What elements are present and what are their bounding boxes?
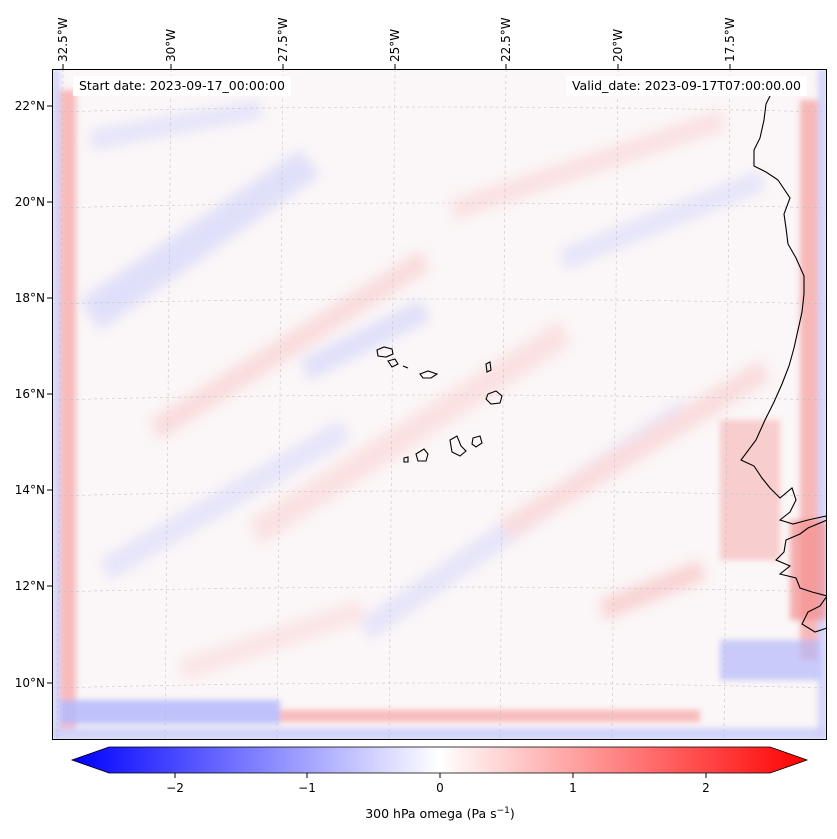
- lon-label: 27.5°W: [276, 17, 290, 62]
- lon-label: 20°W: [611, 29, 625, 62]
- lon-label: 22.5°W: [499, 17, 513, 62]
- valid-date-label: Valid_date: 2023-09-17T07:00:00.00: [565, 76, 807, 96]
- lat-label: 12°N: [15, 579, 45, 593]
- lon-label: 32.5°W: [56, 17, 70, 62]
- colorbar-tick: 2: [702, 781, 710, 795]
- coastline-africa: [740, 81, 827, 633]
- colorbar-label-main: 300 hPa omega (Pa s: [365, 806, 497, 822]
- lat-label: 14°N: [15, 483, 45, 497]
- colorbar-tick: 1: [569, 781, 577, 795]
- lat-label: 22°N: [15, 99, 45, 113]
- lon-label: 30°W: [164, 29, 178, 62]
- colorbar-label: 300 hPa omega (Pa s−1): [0, 806, 837, 821]
- colorbar-tick: 0: [436, 781, 444, 795]
- omega-field: [52, 69, 827, 740]
- lat-label: 20°N: [15, 195, 45, 209]
- colorbar-tick: −1: [298, 781, 316, 795]
- colorbar-tick: −2: [166, 781, 184, 795]
- start-date-label: Start date: 2023-09-17_00:00:00: [73, 76, 291, 96]
- map-frame: [52, 69, 827, 740]
- colorbar-label-end: ): [509, 806, 515, 822]
- lon-labels: 32.5°W 30°W 27.5°W 25°W 22.5°W 20°W 17.5…: [56, 17, 737, 69]
- lon-label: 17.5°W: [723, 17, 737, 62]
- lat-labels: 22°N 20°N 18°N 16°N 14°N 12°N 10°N: [15, 99, 52, 690]
- islands: [376, 346, 503, 463]
- colorbar-label-exponent: −1: [496, 806, 510, 816]
- lat-label: 10°N: [15, 676, 45, 690]
- colorbar-bar: [70, 746, 809, 774]
- lat-label: 16°N: [15, 387, 45, 401]
- lon-label: 25°W: [388, 29, 402, 62]
- lat-label: 18°N: [15, 291, 45, 305]
- colorbar: −2 −1 0 1 2: [70, 746, 809, 795]
